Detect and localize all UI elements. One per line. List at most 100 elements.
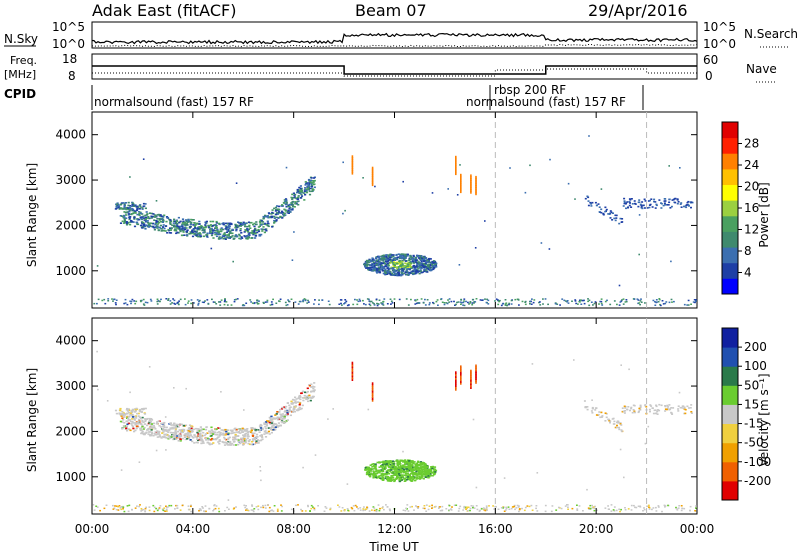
data-cell	[395, 266, 398, 269]
data-cell	[298, 186, 301, 189]
data-cell	[271, 509, 273, 511]
data-cell	[291, 403, 294, 405]
data-cell	[406, 474, 409, 476]
data-cell	[262, 217, 265, 220]
data-cell	[664, 405, 667, 408]
data-cell	[391, 254, 394, 256]
data-cell	[574, 299, 577, 301]
data-cell	[382, 473, 385, 475]
data-cell	[119, 507, 122, 509]
data-cell	[463, 507, 466, 509]
data-cell	[382, 304, 385, 306]
data-cell	[385, 471, 388, 474]
data-cell	[408, 259, 411, 261]
data-cell	[403, 257, 406, 259]
data-cell	[191, 235, 195, 238]
data-cell	[174, 429, 177, 432]
data-cell	[400, 479, 403, 481]
data-cell	[643, 507, 645, 509]
data-cell	[514, 508, 516, 511]
data-cell	[172, 434, 175, 437]
data-cell	[129, 300, 132, 302]
data-cell	[95, 505, 98, 507]
data-cell	[165, 220, 168, 223]
data-cell	[176, 222, 179, 225]
data-cell	[504, 304, 507, 306]
data-cell	[392, 274, 395, 276]
data-cell	[260, 506, 262, 509]
data-cell	[359, 509, 362, 511]
data-cell	[225, 231, 229, 233]
data-cell	[423, 505, 426, 507]
data-cell	[279, 418, 282, 420]
data-cell	[357, 300, 360, 303]
data-cell	[415, 265, 418, 267]
data-cell	[182, 424, 185, 427]
data-cell	[247, 435, 250, 438]
data-cell	[246, 433, 250, 436]
data-cell	[228, 436, 231, 439]
data-cell	[460, 367, 462, 371]
data-cell	[298, 402, 302, 405]
data-cell	[460, 376, 462, 380]
data-cell	[386, 461, 389, 463]
data-cell	[589, 504, 592, 507]
data-cell	[209, 228, 212, 230]
data-cell	[291, 207, 294, 210]
data-cell	[124, 298, 127, 301]
data-cell	[124, 202, 127, 204]
data-cell	[236, 298, 239, 300]
data-cell	[483, 508, 486, 510]
data-cell	[544, 504, 547, 507]
data-cell	[153, 510, 156, 513]
data-cell	[158, 435, 161, 438]
data-cell	[653, 409, 656, 412]
data-cell	[383, 298, 386, 300]
dashed-markers	[494, 112, 648, 514]
data-cell	[365, 473, 369, 476]
data-cell	[246, 431, 250, 434]
data-cell	[235, 506, 237, 508]
data-cell	[197, 235, 200, 238]
data-cell	[281, 217, 284, 219]
data-cell	[392, 261, 395, 263]
data-cell	[455, 159, 457, 163]
data-cell	[378, 271, 381, 273]
data-cell	[591, 406, 594, 409]
data-cell	[367, 467, 370, 470]
data-cell	[601, 416, 604, 418]
data-cell	[128, 409, 131, 412]
data-cell	[215, 505, 218, 507]
data-cell	[185, 436, 188, 438]
data-cell	[252, 230, 256, 233]
data-cell	[475, 175, 477, 179]
data-cell	[185, 387, 187, 390]
data-cell	[167, 506, 170, 508]
data-cell	[179, 229, 182, 232]
data-cell	[250, 509, 253, 511]
data-cell	[670, 298, 673, 301]
data-cell	[625, 202, 628, 204]
data-cell	[225, 430, 228, 433]
data-cell	[163, 430, 166, 432]
colorbar-tick-label: 4	[744, 266, 752, 280]
data-cell	[179, 423, 182, 425]
data-cell	[274, 206, 278, 209]
data-cell	[295, 504, 297, 507]
data-cell	[179, 298, 182, 301]
data-cell	[309, 187, 312, 190]
data-cell	[269, 423, 272, 425]
data-cell	[426, 265, 429, 267]
data-cell	[505, 506, 508, 509]
data-cell	[218, 427, 221, 429]
data-cell	[259, 426, 262, 428]
data-cell	[492, 505, 494, 507]
data-cell	[612, 212, 614, 214]
data-cell	[342, 212, 344, 215]
data-cell	[174, 431, 178, 434]
data-cell	[127, 419, 131, 421]
data-cell	[258, 431, 261, 433]
data-cell	[396, 472, 399, 474]
